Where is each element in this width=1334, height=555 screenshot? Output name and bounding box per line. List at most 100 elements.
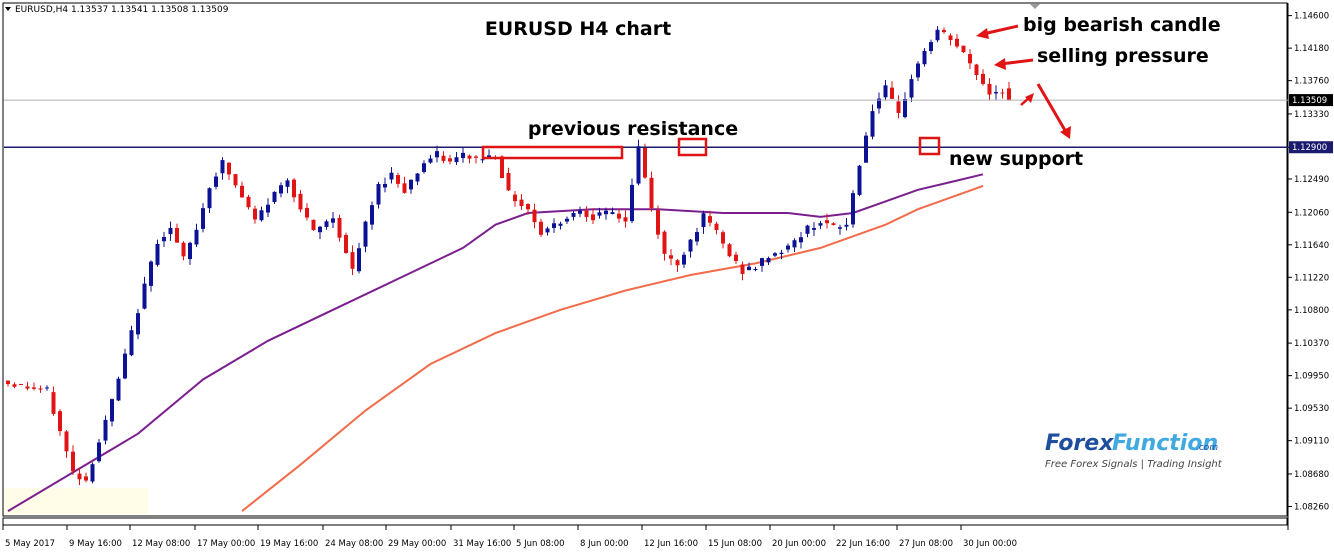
candle-body	[870, 111, 875, 137]
candle-body	[747, 266, 751, 271]
candle-body	[740, 264, 745, 274]
candle-body	[51, 392, 56, 414]
candle-body	[19, 383, 23, 385]
candle-body	[779, 252, 784, 254]
selling-pressure-label: selling pressure	[1037, 45, 1209, 67]
candle-body	[688, 239, 693, 252]
candle-body	[630, 184, 634, 222]
candle-body	[389, 172, 394, 180]
candle-body	[194, 229, 199, 245]
candle-body	[818, 223, 823, 226]
candle-body	[207, 188, 212, 209]
current-price-box	[1289, 94, 1333, 107]
candle-body	[994, 92, 998, 94]
big-bearish-candle-label: big bearish candle	[1023, 14, 1221, 36]
bottom-scroll-strip[interactable]	[2, 517, 1288, 526]
candle-body	[792, 240, 797, 248]
candle-body	[786, 245, 790, 250]
current-price-label: 1.13509	[1292, 96, 1327, 106]
price-tick-label: 1.14180	[1294, 44, 1329, 54]
candle-body	[12, 384, 17, 387]
arrow-forecast-down	[1036, 83, 1068, 133]
candle-body	[344, 234, 348, 254]
bottom-left-highlight	[4, 488, 148, 514]
candle-body	[961, 45, 966, 53]
shift-marker-icon[interactable]	[1030, 4, 1040, 9]
candle-body	[890, 87, 894, 99]
watermark-brand-function: Function	[1112, 431, 1218, 456]
candle-body	[454, 157, 459, 163]
candle-body	[604, 210, 608, 215]
candle-body	[922, 50, 927, 65]
candle-body	[162, 237, 166, 242]
candle-body	[370, 205, 374, 225]
resistance-box-1	[481, 145, 624, 160]
candle-body	[58, 411, 62, 432]
candle-body	[883, 85, 888, 98]
candle-body	[909, 79, 914, 98]
candle-body	[896, 101, 901, 113]
candle-body	[513, 194, 517, 202]
candle-body	[701, 213, 706, 228]
candle-body	[558, 223, 563, 226]
candle-body	[578, 210, 582, 214]
candle-body	[259, 210, 264, 221]
candle-body	[643, 146, 647, 178]
candle-body	[253, 208, 257, 220]
candle-body	[435, 151, 439, 158]
time-tick-label: 31 May 16:00	[453, 539, 511, 549]
horizontal-levels	[4, 99, 1288, 148]
candle-body	[916, 63, 920, 78]
support-box	[918, 136, 941, 156]
candle-body	[942, 29, 946, 33]
candle-body	[623, 217, 628, 222]
candle-body	[318, 226, 322, 233]
candle-body	[545, 228, 550, 233]
candle-body	[682, 254, 686, 265]
candle-body	[350, 252, 355, 269]
plot-frame	[2, 2, 1288, 517]
candle-body	[825, 220, 829, 224]
candle-body	[935, 29, 940, 41]
candle-body	[84, 476, 88, 481]
arrow-forecast-small-head	[1025, 93, 1034, 103]
price-tick-label: 1.13760	[1294, 77, 1329, 87]
candle-body	[103, 419, 108, 441]
candle-body	[324, 221, 329, 227]
candle-body	[441, 155, 446, 161]
price-tick-label: 1.11640	[1294, 241, 1329, 251]
arrow-selling-pressure-head	[994, 58, 1006, 70]
symbol-menu-icon[interactable]	[5, 7, 11, 11]
candle-body	[129, 330, 134, 356]
price-axis: 1.14600 1.14180 1.13760 1.13330 1.12900 1.124…	[1288, 12, 1333, 512]
resistance-box-2	[677, 137, 708, 157]
candle-body	[181, 242, 186, 257]
annotation-layer: previous resistance new support big bear…	[481, 14, 1221, 170]
candle-body	[857, 165, 862, 195]
candle-body	[383, 183, 387, 188]
arrow-selling-pressure	[1000, 58, 1034, 66]
candle-body	[571, 212, 576, 217]
candle-body	[669, 255, 673, 259]
candle-body	[149, 261, 153, 286]
candle-body	[565, 218, 569, 222]
candle-body	[584, 210, 589, 217]
candle-body	[968, 54, 972, 64]
price-tick-label: 1.14600	[1294, 12, 1329, 22]
time-tick-label: 17 May 00:00	[197, 539, 255, 549]
time-tick-label: 22 Jun 16:00	[836, 539, 890, 549]
candle-body	[714, 223, 719, 230]
time-tick-label: 30 Jun 00:00	[963, 539, 1017, 549]
time-tick-label: 5 Jun 08:00	[516, 539, 565, 549]
ma-line	[241, 184, 984, 512]
candle-body	[396, 175, 400, 184]
candle-body	[311, 219, 316, 230]
candle-body	[298, 193, 303, 210]
support-price-label: 1.12900	[1292, 143, 1327, 153]
candle-body	[773, 253, 777, 256]
candle-body	[487, 155, 491, 158]
candle-body	[136, 313, 140, 335]
price-tick-label: 1.12060	[1294, 208, 1329, 218]
candle-body	[721, 232, 725, 244]
ma-line	[7, 173, 984, 512]
